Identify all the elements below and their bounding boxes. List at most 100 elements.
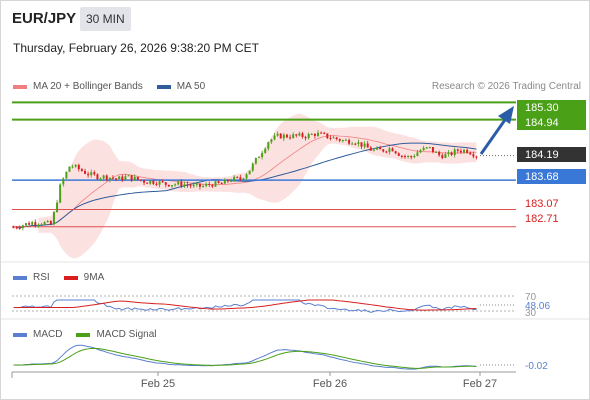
candle-body bbox=[87, 173, 90, 176]
candle-body bbox=[357, 142, 360, 145]
candle-body bbox=[422, 147, 425, 151]
candle-body bbox=[329, 137, 332, 139]
candle-body bbox=[68, 166, 71, 172]
candle-body bbox=[161, 181, 164, 183]
macd-signal-legend-label: MACD Signal bbox=[96, 329, 157, 340]
candle-body bbox=[62, 178, 65, 185]
candle-body bbox=[189, 185, 192, 187]
candle-body bbox=[226, 179, 229, 182]
candle-body bbox=[220, 182, 223, 184]
candle-body bbox=[59, 184, 62, 203]
candle-body bbox=[230, 180, 233, 182]
candle-body bbox=[313, 133, 316, 136]
rsi-value-label: 48.06 bbox=[525, 301, 550, 312]
candle-body bbox=[245, 174, 248, 179]
candle-body bbox=[410, 156, 413, 158]
candle-body bbox=[466, 149, 469, 153]
candle-body bbox=[469, 152, 472, 155]
candle-body bbox=[320, 132, 323, 134]
candle-body bbox=[248, 170, 251, 175]
candle-body bbox=[124, 176, 127, 180]
candle-body bbox=[77, 164, 80, 170]
macd-line bbox=[13, 344, 477, 370]
candle-body bbox=[24, 223, 27, 226]
ma50-line bbox=[16, 142, 477, 229]
candle-body bbox=[264, 148, 267, 153]
price-levels bbox=[12, 101, 516, 228]
candle-body bbox=[376, 147, 379, 150]
candle-body bbox=[136, 176, 139, 180]
candle-body bbox=[335, 137, 338, 140]
candle-body bbox=[292, 134, 295, 138]
candle-body bbox=[407, 156, 410, 158]
candle-body bbox=[133, 176, 136, 181]
candle-body bbox=[127, 175, 130, 177]
candle-body bbox=[80, 169, 83, 172]
legend-ma20-label: MA 20 + Bollinger Bands bbox=[33, 81, 143, 92]
candle-body bbox=[301, 133, 304, 137]
candle-body bbox=[40, 224, 43, 226]
level-label-184-19: 184.19 bbox=[525, 149, 559, 161]
candle-body bbox=[208, 184, 211, 186]
candle-body bbox=[332, 137, 335, 139]
candle-body bbox=[363, 143, 366, 147]
projection-arrow bbox=[479, 106, 514, 155]
bollinger-band bbox=[38, 113, 477, 259]
candle-body bbox=[49, 221, 52, 225]
x-label-feb25: Feb 25 bbox=[141, 378, 175, 390]
candle-body bbox=[261, 152, 264, 158]
ma50-swatch bbox=[156, 84, 171, 89]
candle-body bbox=[34, 222, 37, 225]
candle-body bbox=[56, 202, 59, 213]
candle-body bbox=[12, 227, 15, 229]
candle-body bbox=[170, 185, 173, 187]
macd-signal-line bbox=[13, 347, 477, 369]
candle-body bbox=[441, 155, 444, 158]
main-legend: MA 20 + Bollinger Bands MA 50 bbox=[13, 81, 205, 92]
price-axis-labels: 185.30 184.94 184.19 183.68 183.07 182.7… bbox=[517, 100, 586, 225]
legend-ma50-label: MA 50 bbox=[176, 81, 206, 92]
candle-body bbox=[435, 151, 438, 153]
candle-body bbox=[167, 184, 170, 187]
macd-value-label: -0.02 bbox=[525, 361, 548, 372]
level-label-184-94: 184.94 bbox=[525, 117, 559, 129]
credit-label: Research © 2026 Trading Central bbox=[431, 81, 581, 92]
candle-body bbox=[463, 149, 466, 153]
candle-body bbox=[149, 180, 152, 184]
candle-body bbox=[223, 179, 226, 184]
candle-body bbox=[459, 150, 462, 153]
symbol-title: EUR/JPY bbox=[12, 10, 77, 27]
candle-body bbox=[450, 152, 453, 155]
candle-body bbox=[46, 221, 49, 223]
candle-body bbox=[456, 149, 459, 151]
candle-body bbox=[310, 133, 313, 135]
candle-body bbox=[143, 180, 146, 183]
candle-body bbox=[382, 149, 385, 152]
candle-body bbox=[360, 142, 363, 147]
candle-body bbox=[279, 133, 282, 139]
candle-body bbox=[164, 182, 167, 185]
candle-body bbox=[202, 185, 205, 187]
macd-legend: MACD MACD Signal bbox=[13, 329, 156, 340]
timeframe-badge[interactable]: 30 MIN bbox=[80, 7, 131, 31]
candlesticks bbox=[12, 130, 478, 231]
level-label-183-07: 183.07 bbox=[525, 198, 559, 210]
candle-body bbox=[447, 152, 450, 155]
x-label-feb26: Feb 26 bbox=[313, 378, 347, 390]
candle-body bbox=[214, 181, 217, 187]
macd-legend-label: MACD bbox=[33, 329, 63, 340]
candle-body bbox=[282, 134, 285, 139]
candle-body bbox=[96, 174, 99, 180]
x-axis: Feb 25 Feb 26 Feb 27 bbox=[11, 371, 516, 390]
candle-body bbox=[379, 147, 382, 150]
candle-body bbox=[397, 153, 400, 156]
moving-averages bbox=[16, 135, 477, 229]
candle-body bbox=[351, 143, 354, 145]
candle-body bbox=[425, 147, 428, 149]
candle-body bbox=[74, 164, 77, 167]
candle-body bbox=[21, 225, 24, 229]
candle-body bbox=[152, 180, 155, 184]
candle-body bbox=[416, 152, 419, 156]
rsi-line bbox=[13, 299, 477, 313]
